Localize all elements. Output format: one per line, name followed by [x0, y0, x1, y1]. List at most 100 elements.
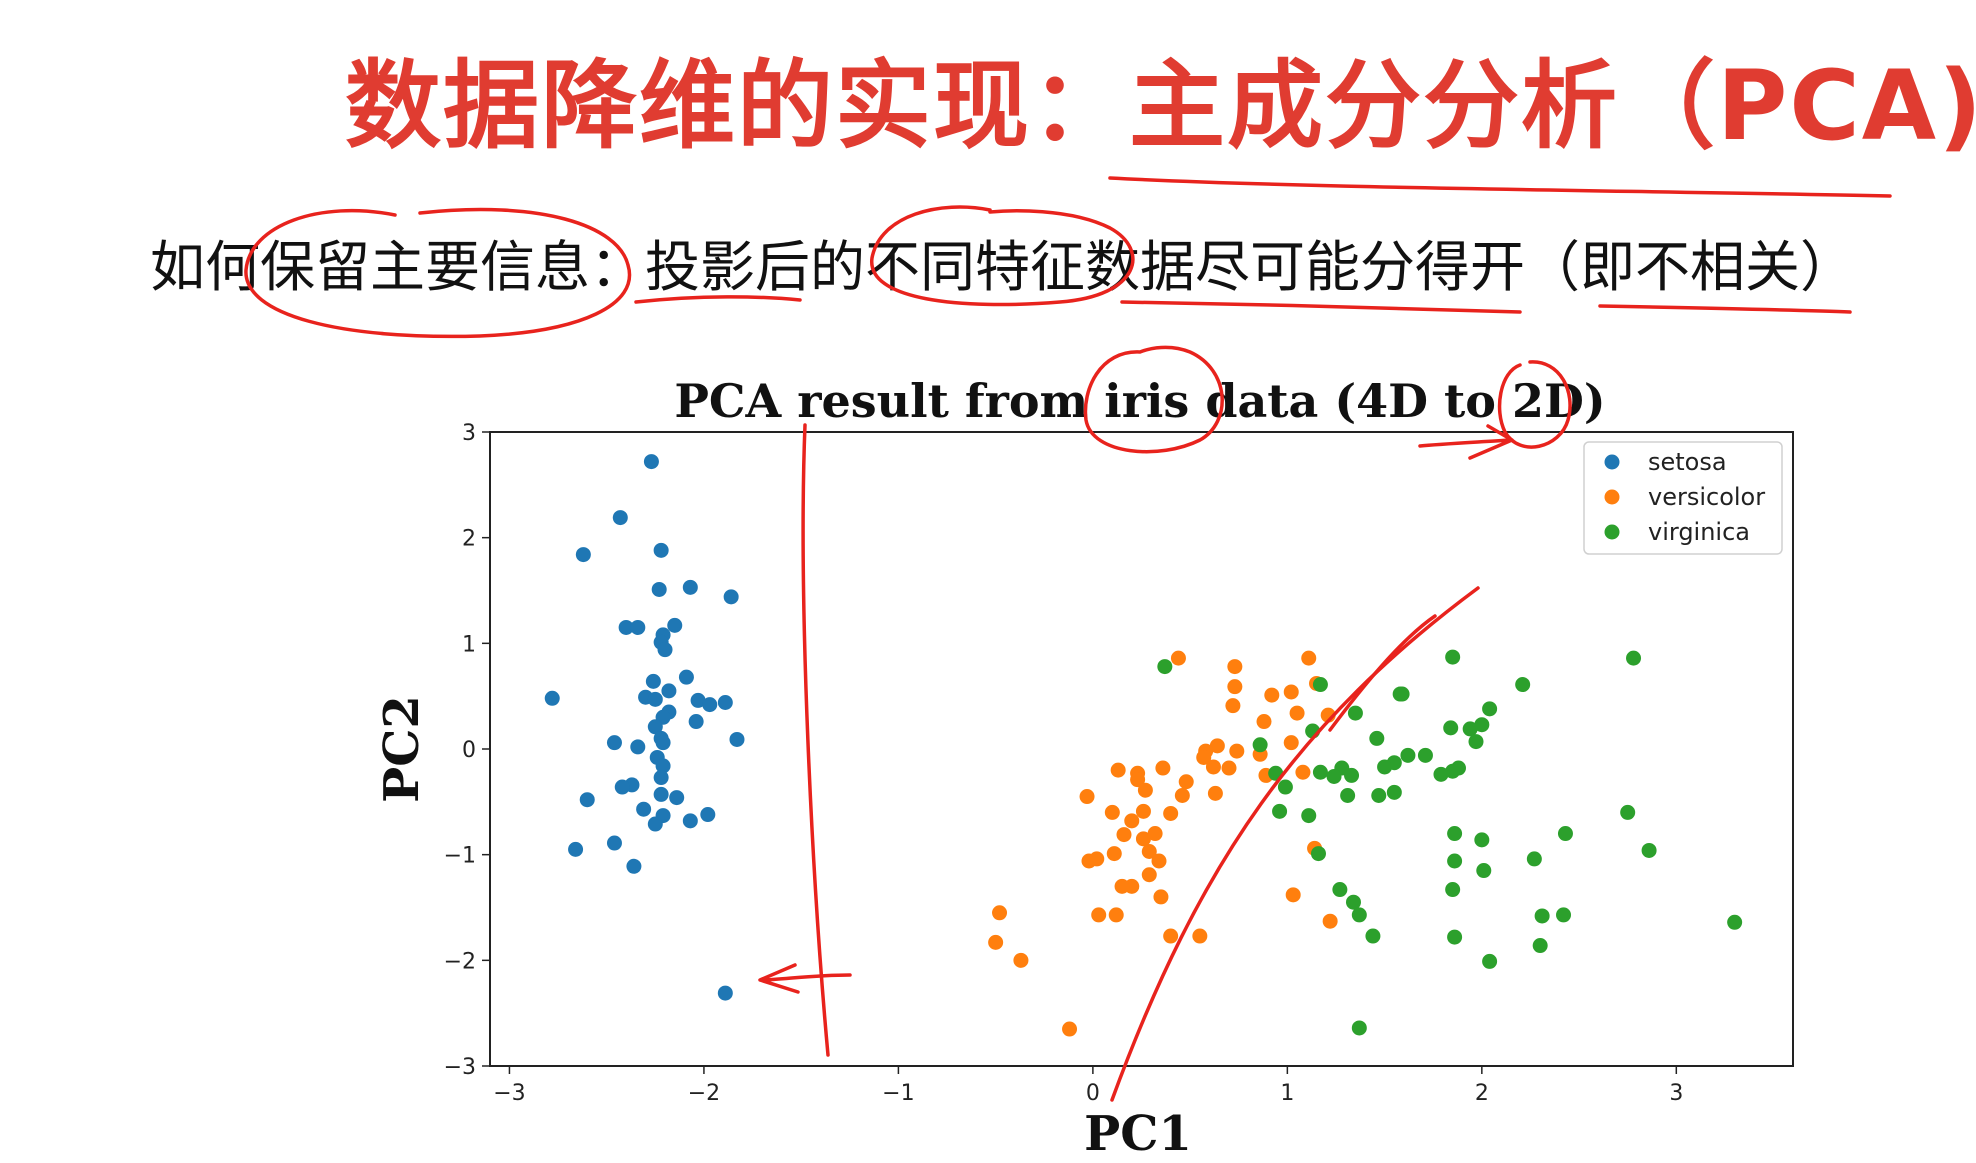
- setosa-point: [653, 770, 669, 786]
- legend-marker-setosa: [1604, 454, 1620, 470]
- versicolor-point: [1091, 907, 1107, 923]
- versicolor-point: [1174, 787, 1190, 803]
- versicolor-point: [1178, 774, 1194, 790]
- y-tick-label: 0: [462, 738, 476, 763]
- virginica-point: [1351, 1020, 1367, 1036]
- virginica-point: [1445, 882, 1461, 898]
- virginica-point: [1445, 649, 1461, 665]
- virginica-point: [1447, 929, 1463, 945]
- versicolor-point: [1264, 687, 1280, 703]
- versicolor-point: [1221, 760, 1237, 776]
- virginica-point: [1400, 747, 1416, 763]
- setosa-point: [653, 786, 669, 802]
- x-tick-label: 2: [1475, 1081, 1489, 1106]
- setosa-point: [636, 801, 652, 817]
- versicolor-point: [1192, 928, 1208, 944]
- virginica-point: [1392, 686, 1408, 702]
- setosa-point: [653, 542, 669, 558]
- setosa-point: [606, 735, 622, 751]
- versicolor-point: [1285, 887, 1301, 903]
- virginica-point: [1447, 826, 1463, 842]
- setosa-point: [630, 739, 646, 755]
- virginica-point: [1532, 938, 1548, 954]
- x-tick-label: 1: [1280, 1081, 1294, 1106]
- virginica-point: [1272, 803, 1288, 819]
- x-axis-title: PC1: [1084, 1106, 1192, 1162]
- setosa-point: [682, 579, 698, 595]
- virginica-point: [1312, 677, 1328, 693]
- virginica-point: [1447, 853, 1463, 869]
- versicolor-point: [1320, 707, 1336, 723]
- virginica-point: [1433, 766, 1449, 782]
- virginica-point: [1476, 863, 1492, 879]
- setosa-point: [655, 735, 671, 751]
- versicolor-point: [1163, 805, 1179, 821]
- legend-label-virginica: virginica: [1648, 518, 1750, 546]
- setosa-point: [651, 581, 667, 597]
- setosa-point: [657, 642, 673, 658]
- virginica-point: [1620, 804, 1636, 820]
- x-tick-label: −1: [882, 1081, 914, 1106]
- versicolor-point: [992, 905, 1008, 921]
- virginica-point: [1344, 767, 1360, 783]
- virginica-point: [1301, 808, 1317, 824]
- versicolor-point: [1079, 789, 1095, 805]
- versicolor-point: [1089, 851, 1105, 867]
- setosa-point: [678, 669, 694, 685]
- virginica-point: [1365, 928, 1381, 944]
- virginica-point: [1310, 846, 1326, 862]
- virginica-point: [1347, 705, 1363, 721]
- y-axis-ticks: −3 −2 −1 0 1 2 3: [444, 421, 490, 1080]
- setosa-point: [702, 697, 718, 713]
- legend-box: [1583, 441, 1783, 555]
- versicolor-point: [1163, 928, 1179, 944]
- virginica-point: [1268, 765, 1284, 781]
- versicolor-point: [1227, 679, 1243, 695]
- x-tick-label: 0: [1086, 1081, 1100, 1106]
- setosa-point: [544, 690, 560, 706]
- virginica-point: [1534, 908, 1550, 924]
- virginica-point: [1386, 784, 1402, 800]
- versicolor-point: [1116, 827, 1132, 843]
- versicolor-point: [1114, 878, 1130, 894]
- versicolor-point: [1283, 684, 1299, 700]
- y-tick-label: 1: [462, 632, 476, 657]
- setosa-point: [643, 454, 659, 470]
- virginica-point: [1557, 826, 1573, 842]
- setosa-point: [661, 683, 677, 699]
- setosa-point: [688, 714, 704, 730]
- setosa-point: [575, 547, 591, 563]
- setosa-point: [647, 719, 663, 735]
- versicolor-point: [988, 934, 1004, 950]
- setosa-point: [655, 758, 671, 774]
- virginica-point: [1626, 650, 1642, 666]
- versicolor-point: [1155, 760, 1171, 776]
- virginica-point: [1377, 759, 1393, 775]
- versicolor-point: [1153, 889, 1169, 905]
- versicolor-point: [1135, 803, 1151, 819]
- setosa-point: [682, 813, 698, 829]
- setosa-point: [647, 816, 663, 832]
- series-versicolor: [988, 650, 1338, 1037]
- slide-title: 数据降维的实现：主成分分析（PCA): [345, 50, 1976, 162]
- virginica-point: [1474, 717, 1490, 733]
- x-tick-label: −2: [688, 1081, 720, 1106]
- legend-label-versicolor: versicolor: [1648, 483, 1765, 511]
- legend: setosa versicolor virginica: [1583, 441, 1783, 555]
- virginica-point: [1252, 737, 1268, 753]
- versicolor-point: [1141, 867, 1157, 883]
- versicolor-point: [1205, 759, 1221, 775]
- virginica-point: [1312, 764, 1328, 780]
- setosa-point: [729, 731, 745, 747]
- series-virginica: [1157, 649, 1743, 1036]
- y-tick-label: 2: [462, 527, 476, 552]
- setosa-point: [612, 510, 628, 526]
- versicolor-point: [1062, 1021, 1078, 1037]
- setosa-point: [717, 985, 733, 1001]
- virginica-point: [1332, 882, 1348, 898]
- virginica-point: [1157, 659, 1173, 675]
- versicolor-point: [1110, 762, 1126, 778]
- virginica-point: [1450, 760, 1466, 776]
- virginica-point: [1556, 907, 1572, 923]
